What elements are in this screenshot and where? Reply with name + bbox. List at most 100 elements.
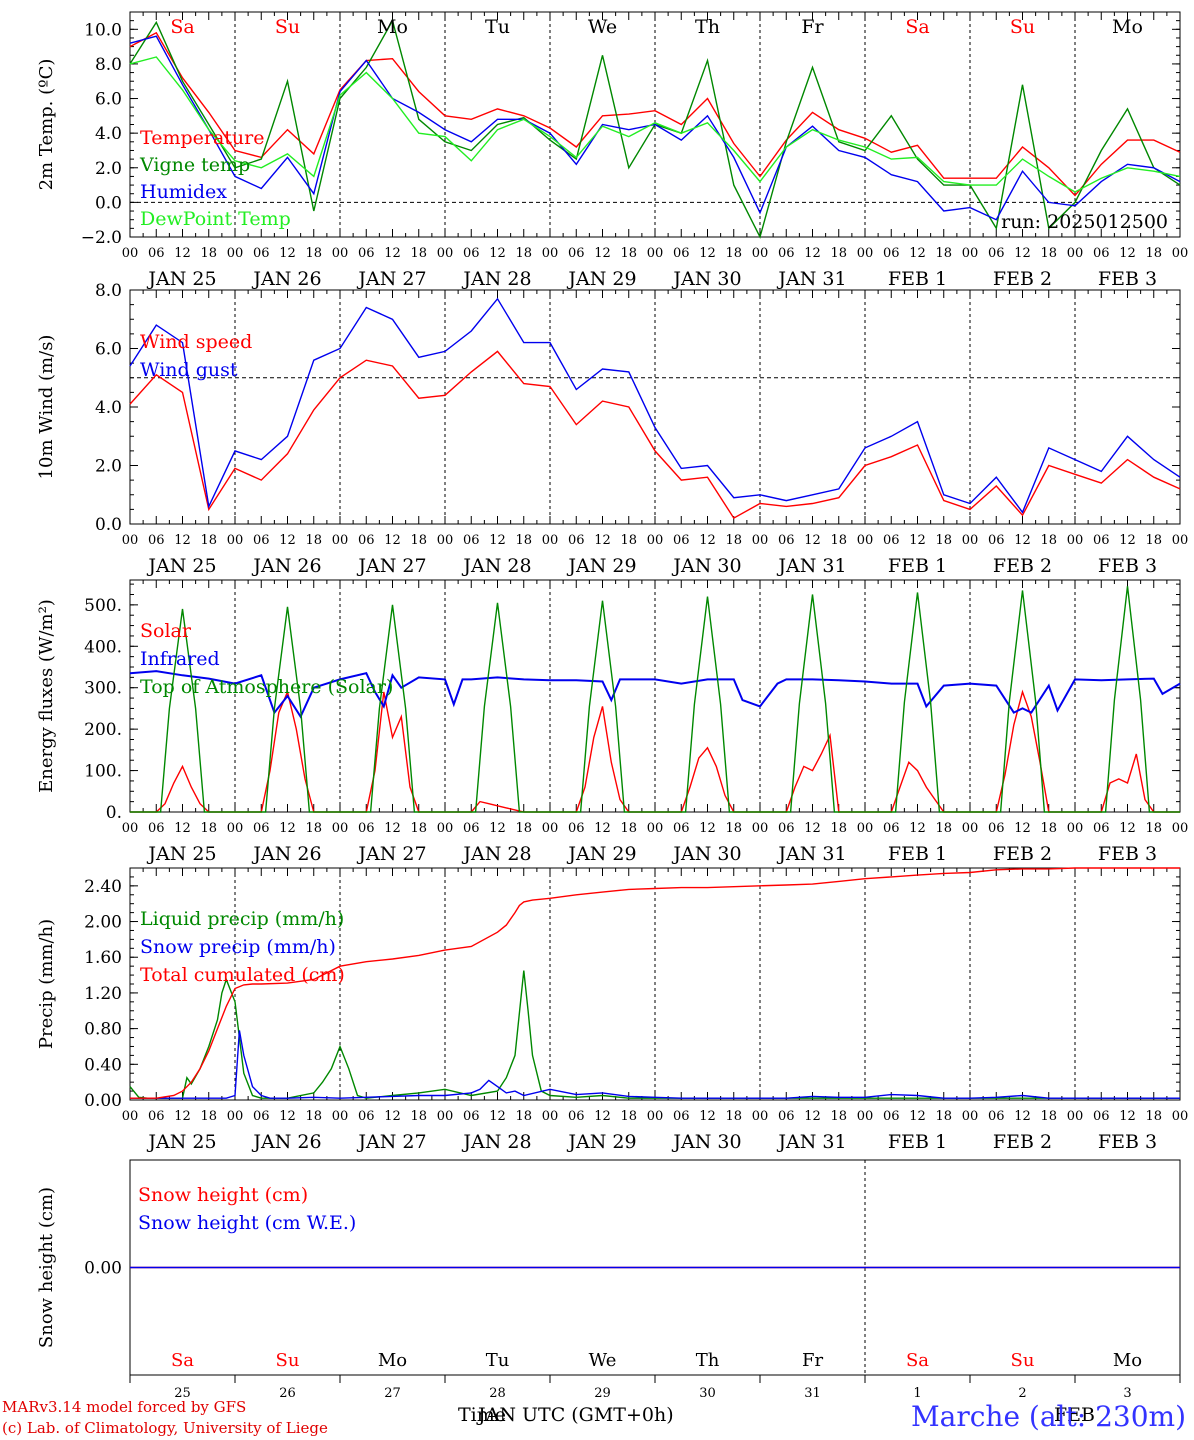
weekday-label: Th xyxy=(695,16,720,38)
legend-entry: Solar xyxy=(140,620,192,642)
x-axis-title-utc: JAN UTC (GMT+0h) xyxy=(478,1404,674,1426)
hour-tick-label: 18 xyxy=(410,821,427,836)
y-tick-label: 6.0 xyxy=(95,340,122,360)
hour-tick-label: 12 xyxy=(699,821,716,836)
hour-tick-label: 18 xyxy=(1145,821,1162,836)
y-tick-label: 300. xyxy=(84,679,122,699)
weekday-label: Sa xyxy=(906,1350,929,1371)
y-axis-label: Energy fluxes (W/m²) xyxy=(36,599,57,793)
date-label: JAN 31 xyxy=(776,555,846,577)
day-number-label: 30 xyxy=(699,1386,716,1401)
hour-tick-label: 00 xyxy=(1067,533,1084,548)
date-label: JAN 30 xyxy=(671,555,741,577)
date-label: JAN 28 xyxy=(461,268,531,290)
hour-tick-label: 18 xyxy=(410,1109,427,1124)
hour-tick-label: 00 xyxy=(227,821,244,836)
panel-energy: Energy fluxes (W/m²) xyxy=(36,579,1181,813)
hour-tick-label: 06 xyxy=(148,533,165,548)
date-label: FEB 1 xyxy=(888,268,947,290)
y-tick-label: 2.40 xyxy=(84,877,122,897)
date-label: FEB 1 xyxy=(888,1131,947,1153)
hour-tick-label: 00 xyxy=(437,533,454,548)
date-label: JAN 26 xyxy=(251,1131,321,1153)
hour-tick-label: 06 xyxy=(568,533,585,548)
y-tick-label: 0. xyxy=(106,803,122,823)
hour-tick-label: 00 xyxy=(1172,1109,1189,1124)
hour-tick-label: 00 xyxy=(332,246,349,261)
weekday-label: Mo xyxy=(378,1350,407,1371)
legend-entry: Temperature xyxy=(140,127,264,149)
x-axis-title-feb: FEB xyxy=(1054,1404,1096,1426)
y-tick-label: 0.80 xyxy=(84,1020,122,1040)
hour-tick-label: 18 xyxy=(1040,533,1057,548)
y-tick-label: 4.0 xyxy=(95,398,122,418)
hour-tick-label: 00 xyxy=(437,1109,454,1124)
hour-tick-label: 06 xyxy=(673,1109,690,1124)
y-axis-label: Precip (mm/h) xyxy=(36,919,57,1049)
hour-tick-label: 12 xyxy=(594,246,611,261)
hour-tick-label: 06 xyxy=(1093,821,1110,836)
hour-tick-label: 12 xyxy=(1119,246,1136,261)
series-line-total-cumulated-cm- xyxy=(130,867,1180,1099)
hour-tick-label: 00 xyxy=(332,821,349,836)
series-line-dewpoint-temp xyxy=(129,56,1181,193)
hour-tick-label: 06 xyxy=(778,821,795,836)
legend-entry: Vigne temp xyxy=(139,154,250,176)
hour-tick-label: 12 xyxy=(384,533,401,548)
hour-tick-label: 12 xyxy=(804,821,821,836)
hour-tick-label: 00 xyxy=(962,533,979,548)
station-label: Marche (alt: 230m) xyxy=(910,1400,1186,1433)
y-axis-label: 10m Wind (m/s) xyxy=(36,335,57,480)
hour-tick-label: 00 xyxy=(542,1109,559,1124)
hour-tick-label: 06 xyxy=(778,533,795,548)
hour-tick-label: 12 xyxy=(804,246,821,261)
weekday-label: Su xyxy=(1010,16,1035,38)
day-number-label: 3 xyxy=(1123,1386,1131,1401)
hour-tick-label: 06 xyxy=(358,1109,375,1124)
series-line-solar xyxy=(130,689,1180,813)
hour-tick-label: 00 xyxy=(227,246,244,261)
hour-tick-label: 00 xyxy=(857,821,874,836)
hour-tick-label: 06 xyxy=(883,246,900,261)
hour-tick-label: 00 xyxy=(752,533,769,548)
hour-tick-label: 18 xyxy=(515,821,532,836)
hour-tick-label: 12 xyxy=(909,533,926,548)
hour-tick-label: 12 xyxy=(174,246,191,261)
hour-tick-label: 06 xyxy=(988,246,1005,261)
hour-tick-label: 12 xyxy=(909,246,926,261)
date-label: JAN 25 xyxy=(146,843,216,865)
hour-tick-label: 00 xyxy=(542,246,559,261)
hour-tick-label: 00 xyxy=(962,246,979,261)
hour-tick-label: 00 xyxy=(332,1109,349,1124)
hour-tick-label: 06 xyxy=(358,533,375,548)
series-line-humidex xyxy=(129,35,1181,221)
legend-entry: Liquid precip (mm/h) xyxy=(140,908,344,930)
weekday-label: Tu xyxy=(486,1350,510,1371)
hour-tick-label: 06 xyxy=(253,246,270,261)
hour-tick-label: 06 xyxy=(463,533,480,548)
weekday-label: Sa xyxy=(171,1350,194,1371)
y-tick-label: 0.0 xyxy=(95,193,122,213)
hour-tick-label: 00 xyxy=(437,821,454,836)
hour-tick-label: 06 xyxy=(1093,246,1110,261)
day-number-label: 28 xyxy=(489,1386,506,1401)
hour-tick-label: 06 xyxy=(358,246,375,261)
hour-tick-label: 00 xyxy=(437,246,454,261)
date-label: JAN 28 xyxy=(461,843,531,865)
hour-tick-label: 18 xyxy=(200,246,217,261)
date-label: JAN 25 xyxy=(146,1131,216,1153)
y-tick-label: 400. xyxy=(84,637,122,657)
weekday-label: Mo xyxy=(1112,16,1143,38)
hour-tick-label: 00 xyxy=(227,533,244,548)
panel-wind: 10m Wind (m/s) xyxy=(36,289,1181,525)
hour-tick-label: 06 xyxy=(1093,1109,1110,1124)
day-number-label: 27 xyxy=(384,1386,401,1401)
hour-tick-label: 00 xyxy=(752,821,769,836)
date-label: FEB 2 xyxy=(993,1131,1052,1153)
hour-tick-label: 06 xyxy=(463,1109,480,1124)
hour-tick-label: 00 xyxy=(1067,821,1084,836)
hour-tick-label: 00 xyxy=(1172,246,1189,261)
hour-tick-label: 00 xyxy=(752,1109,769,1124)
date-label: FEB 2 xyxy=(993,268,1052,290)
